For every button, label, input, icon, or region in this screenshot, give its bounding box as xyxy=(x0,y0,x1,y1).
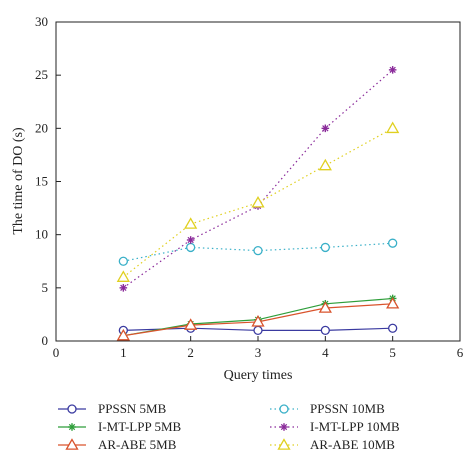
x-tick-label: 2 xyxy=(187,345,194,360)
x-tick-label: 1 xyxy=(120,345,127,360)
y-tick-label: 15 xyxy=(35,174,48,189)
legend-0-circle-marker xyxy=(67,404,77,414)
series-3-point-circle-marker xyxy=(388,238,398,248)
legend-2-triangle-marker xyxy=(65,438,79,450)
y-tick-label: 30 xyxy=(35,14,48,29)
series-4-point-star-marker xyxy=(388,66,397,74)
series-2-point-triangle-marker xyxy=(184,318,198,330)
series-4-point-star-marker xyxy=(119,284,128,292)
series-0-point-circle-marker xyxy=(388,323,398,333)
series-2-point-triangle-marker xyxy=(116,328,130,341)
legend-label-3: PPSSN 10MB xyxy=(310,401,385,416)
series-markers xyxy=(116,66,400,341)
series-3-point-circle-marker xyxy=(118,256,128,266)
legend-label-1: I-MT-LPP 5MB xyxy=(98,419,182,434)
series-2-point-triangle-marker xyxy=(251,315,265,327)
legend-4-star-marker xyxy=(280,423,288,431)
y-axis-label: The time of DO (s) xyxy=(11,127,26,235)
series-4-point-star-marker xyxy=(186,236,195,244)
series-3-point-circle-marker xyxy=(320,242,330,253)
x-tick-label: 4 xyxy=(322,345,329,360)
series-4-point-star-marker xyxy=(321,124,330,133)
y-tick-label: 5 xyxy=(42,280,49,295)
series-3-point-circle-marker xyxy=(253,245,263,256)
legend-5-triangle-marker xyxy=(277,438,291,450)
legend: PPSSN 5MB I-MT-LPP 5MB AR-ABE 5MB PPSSN 10M… xyxy=(58,401,400,452)
series-5-point-triangle-marker xyxy=(318,158,332,171)
y-tick-label: 0 xyxy=(42,333,49,348)
x-tick-label: 0 xyxy=(53,345,60,360)
legend-3-circle-marker xyxy=(279,404,289,414)
series-2-point-triangle-marker xyxy=(318,301,332,313)
legend-label-2: AR-ABE 5MB xyxy=(98,437,177,452)
x-tick-label: 3 xyxy=(255,345,262,360)
legend-label-4: I-MT-LPP 10MB xyxy=(310,419,400,434)
x-tick-label: 6 xyxy=(457,345,464,360)
y-tick-label: 25 xyxy=(35,67,48,82)
series-3-point-circle-marker xyxy=(186,242,196,253)
legend-label-5: AR-ABE 10MB xyxy=(310,437,395,452)
series-0-point-circle-marker xyxy=(253,325,263,336)
series-0-point-circle-marker xyxy=(320,325,330,336)
series-5-point-triangle-marker xyxy=(251,195,265,208)
y-tick-label: 10 xyxy=(35,227,48,242)
legend-label-0: PPSSN 5MB xyxy=(98,401,167,416)
series-5-point-triangle-marker xyxy=(116,270,130,282)
series-2-point-triangle-marker xyxy=(386,296,400,309)
x-tick-label: 5 xyxy=(389,345,396,360)
plot-area xyxy=(55,21,461,342)
x-axis-label: Query times xyxy=(224,368,293,383)
legend-1-star-marker xyxy=(68,423,76,431)
axis-ticks: 0 1 2 3 4 5 6 0 5 10 15 20 25 30 xyxy=(35,14,464,360)
y-tick-label: 20 xyxy=(35,120,48,135)
series-5-point-triangle-marker xyxy=(386,121,400,134)
series-5-point-triangle-marker xyxy=(184,217,198,229)
